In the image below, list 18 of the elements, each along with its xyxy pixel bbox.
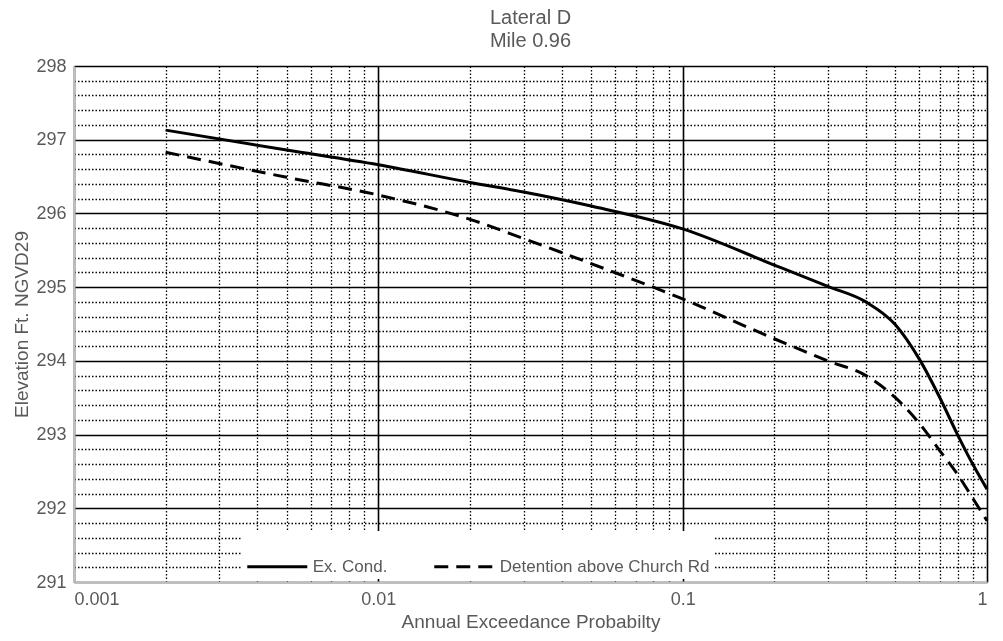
y-tick-label: 292 (36, 497, 67, 518)
legend-label: Detention above Church Rd (499, 556, 710, 576)
chart-subtitle: Mile 0.96 (489, 29, 572, 51)
chart-title: Lateral D (489, 6, 572, 28)
y-tick-label: 298 (36, 55, 67, 76)
y-tick-label: 297 (36, 129, 67, 150)
x-tick-label: 0.1 (670, 588, 696, 609)
y-tick-label: 291 (36, 571, 67, 592)
x-tick-label: 0.001 (74, 588, 120, 609)
x-tick-label: 1 (977, 588, 988, 609)
x-axis-title: Annual Exceedance Probabilty (401, 610, 661, 632)
y-tick-label: 295 (36, 276, 67, 297)
legend-label: Ex. Cond. (312, 556, 388, 576)
y-tick-label: 296 (36, 202, 67, 223)
y-tick-label: 293 (36, 424, 67, 445)
y-axis-title: Elevation Ft. NGVD29 (11, 231, 33, 418)
x-tick-label: 0.01 (361, 588, 397, 609)
y-tick-label: 294 (36, 350, 67, 371)
